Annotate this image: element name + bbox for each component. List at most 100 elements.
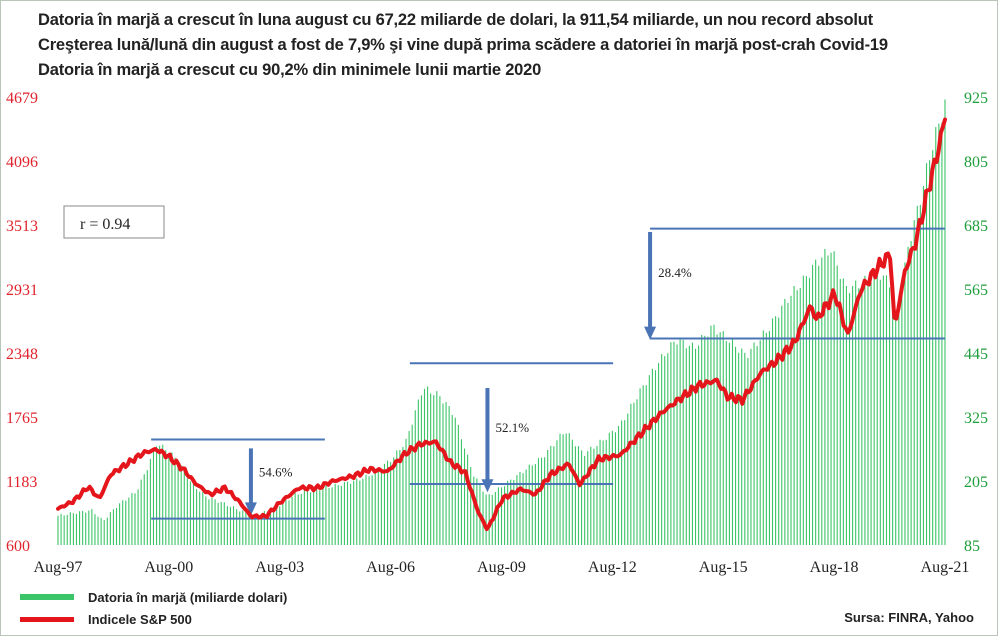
margin-debt-bar xyxy=(180,465,182,545)
sp500-line-group xyxy=(56,117,947,531)
margin-debt-bar xyxy=(664,356,666,545)
margin-debt-bar xyxy=(414,410,416,545)
margin-debt-bar xyxy=(861,285,863,545)
margin-debt-bar xyxy=(852,285,854,545)
margin-debt-bar xyxy=(168,453,170,545)
margin-debt-bar xyxy=(356,478,358,545)
margin-debt-bar xyxy=(353,480,355,545)
x-axis-tick-label: Aug-06 xyxy=(366,559,415,576)
margin-debt-bar xyxy=(685,348,687,545)
margin-debt-bar xyxy=(627,413,629,545)
margin-debt-bar xyxy=(802,275,804,545)
margin-debt-bar xyxy=(100,517,102,545)
margin-debt-bar xyxy=(753,342,755,545)
margin-debt-bar xyxy=(719,332,721,545)
margin-debt-bar xyxy=(125,500,127,545)
margin-debt-bar xyxy=(103,520,105,545)
margin-debt-bar xyxy=(658,363,660,545)
margin-debt-bar xyxy=(266,511,268,545)
margin-debt-bar xyxy=(115,507,118,545)
margin-debt-bar xyxy=(229,506,232,545)
margin-debt-bar xyxy=(842,278,844,545)
margin-debt-bar xyxy=(439,396,441,545)
margin-debt-bar xyxy=(162,444,164,545)
margin-debt-bar xyxy=(448,406,450,545)
margin-debt-bar xyxy=(405,438,407,545)
drawdown-percent-label: 28.4% xyxy=(658,265,692,280)
chart-titles: Datoria în marjă a crescut în luna augus… xyxy=(38,8,988,83)
margin-debt-bar xyxy=(827,255,829,545)
margin-debt-bar xyxy=(661,354,663,545)
x-axis-tick-label: Aug-15 xyxy=(699,559,748,576)
margin-debt-bar xyxy=(254,514,256,545)
x-axis-tick-label: Aug-97 xyxy=(34,559,83,576)
margin-debt-bar xyxy=(454,417,456,545)
legend: Datoria în marjă (miliarde dolari) Indic… xyxy=(20,586,287,630)
margin-debt-bar xyxy=(377,468,379,545)
margin-debt-bar xyxy=(430,393,432,545)
margin-debt-bar xyxy=(393,457,395,545)
margin-debt-bar xyxy=(522,473,524,545)
margin-debt-bar xyxy=(577,446,580,545)
margin-debt-bar xyxy=(670,342,672,545)
margin-debt-bar xyxy=(565,433,567,545)
margin-debt-bar xyxy=(122,500,124,545)
margin-debt-bar xyxy=(694,348,697,545)
margin-debt-bar xyxy=(534,464,536,545)
drawdown-percent-label: 52.1% xyxy=(495,420,529,435)
left-axis-tick-label: 1183 xyxy=(6,474,37,491)
margin-debt-bar xyxy=(140,479,142,545)
margin-debt-bar xyxy=(186,478,188,545)
margin-debt-bar xyxy=(925,163,928,545)
margin-debt-bar xyxy=(313,488,315,545)
margin-debt-bar xyxy=(621,420,623,545)
margin-debt-bar xyxy=(667,353,669,545)
margin-debt-bar xyxy=(547,450,549,545)
margin-debt-bar xyxy=(417,399,419,545)
margin-debt-bar xyxy=(340,485,342,545)
margin-debt-bar xyxy=(593,448,595,545)
margin-debt-bar xyxy=(171,452,173,545)
margin-debt-bar xyxy=(420,395,422,545)
margin-debt-bar xyxy=(553,446,555,545)
left-axis-tick-label: 2348 xyxy=(6,346,38,363)
margin-debt-bar xyxy=(82,511,84,545)
margin-debt-bar xyxy=(402,446,404,545)
margin-debt-bar xyxy=(263,510,265,545)
title-line-3: Datoria în marjă a crescut cu 90,2% din … xyxy=(38,61,542,79)
margin-debt-bar xyxy=(544,457,546,545)
margin-debt-bar xyxy=(892,302,894,545)
margin-debt-bar xyxy=(196,489,198,545)
margin-debt-bar xyxy=(879,279,881,545)
margin-debt-bar xyxy=(929,160,931,545)
title-line-2: Creşterea lună/lună din august a fost de… xyxy=(38,36,888,54)
margin-debt-bar xyxy=(710,325,712,545)
margin-debt-bar xyxy=(848,293,851,545)
margin-debt-bar xyxy=(922,185,924,545)
margin-debt-bar xyxy=(236,509,238,545)
margin-debt-bar xyxy=(735,346,737,545)
margin-debt-bar xyxy=(282,502,284,545)
margin-debt-bar xyxy=(935,127,937,545)
margin-debt-bar xyxy=(365,474,367,545)
margin-debt-bar xyxy=(488,494,490,545)
margin-debt-bar xyxy=(109,512,111,545)
margin-debt-bar xyxy=(901,290,903,545)
margin-debt-bar xyxy=(485,494,487,545)
margin-debt-bar xyxy=(60,513,62,545)
right-axis-tick-label: 445 xyxy=(964,346,988,363)
margin-debt-bar xyxy=(460,439,463,545)
margin-debt-bar xyxy=(69,512,71,545)
right-axis-tick-label: 205 xyxy=(964,474,988,491)
margin-debt-bar xyxy=(248,515,250,545)
margin-debt-bar xyxy=(316,488,318,545)
margin-debt-bar xyxy=(396,450,398,545)
margin-debt-bar xyxy=(910,241,912,546)
margin-debt-bar xyxy=(790,295,792,545)
margin-debt-bar xyxy=(374,469,376,545)
margin-debt-bar xyxy=(383,463,386,545)
drawdown-arrow-head xyxy=(244,502,257,516)
right-axis-tick-label: 325 xyxy=(964,410,988,427)
margin-debt-bar xyxy=(756,345,758,545)
x-axis-tick-label: Aug-12 xyxy=(588,559,637,576)
